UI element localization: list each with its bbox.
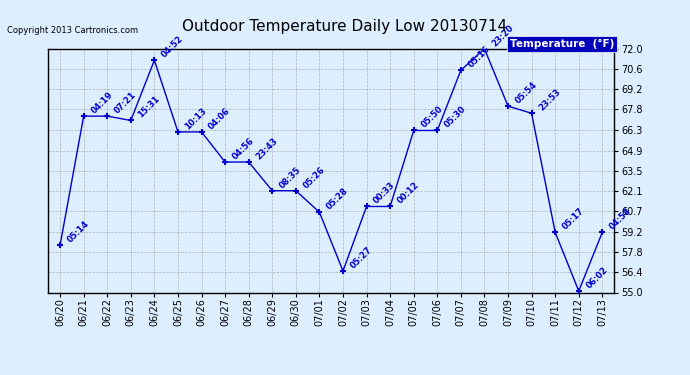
Text: 05:26: 05:26	[302, 165, 326, 190]
Text: 10:13: 10:13	[184, 106, 208, 131]
Text: 05:30: 05:30	[443, 105, 468, 130]
Text: 04:56: 04:56	[230, 136, 256, 161]
Text: 04:52: 04:52	[160, 34, 185, 60]
Text: 04:06: 04:06	[207, 106, 233, 131]
Text: 05:28: 05:28	[325, 186, 350, 211]
Text: 05:54: 05:54	[513, 80, 539, 105]
Text: 05:17: 05:17	[561, 206, 586, 231]
Text: 05:50: 05:50	[420, 105, 444, 130]
Text: 00:33: 00:33	[372, 181, 397, 206]
Text: 06:02: 06:02	[584, 265, 609, 290]
Text: 04:58: 04:58	[608, 206, 633, 231]
Text: 04:19: 04:19	[89, 90, 115, 116]
Text: 23:53: 23:53	[537, 87, 562, 112]
Text: 15:31: 15:31	[137, 94, 161, 120]
Text: 23:20: 23:20	[490, 23, 515, 48]
Text: Copyright 2013 Cartronics.com: Copyright 2013 Cartronics.com	[7, 26, 138, 35]
Text: 00:12: 00:12	[395, 180, 421, 206]
Text: 05:27: 05:27	[348, 245, 374, 270]
Text: Temperature  (°F): Temperature (°F)	[510, 39, 614, 49]
Text: 23:43: 23:43	[254, 136, 279, 161]
Text: 05:16: 05:16	[466, 44, 492, 69]
Text: 08:35: 08:35	[278, 165, 303, 190]
Text: 07:21: 07:21	[112, 90, 138, 116]
Text: Outdoor Temperature Daily Low 20130714: Outdoor Temperature Daily Low 20130714	[182, 19, 508, 34]
Text: 05:14: 05:14	[66, 219, 91, 245]
